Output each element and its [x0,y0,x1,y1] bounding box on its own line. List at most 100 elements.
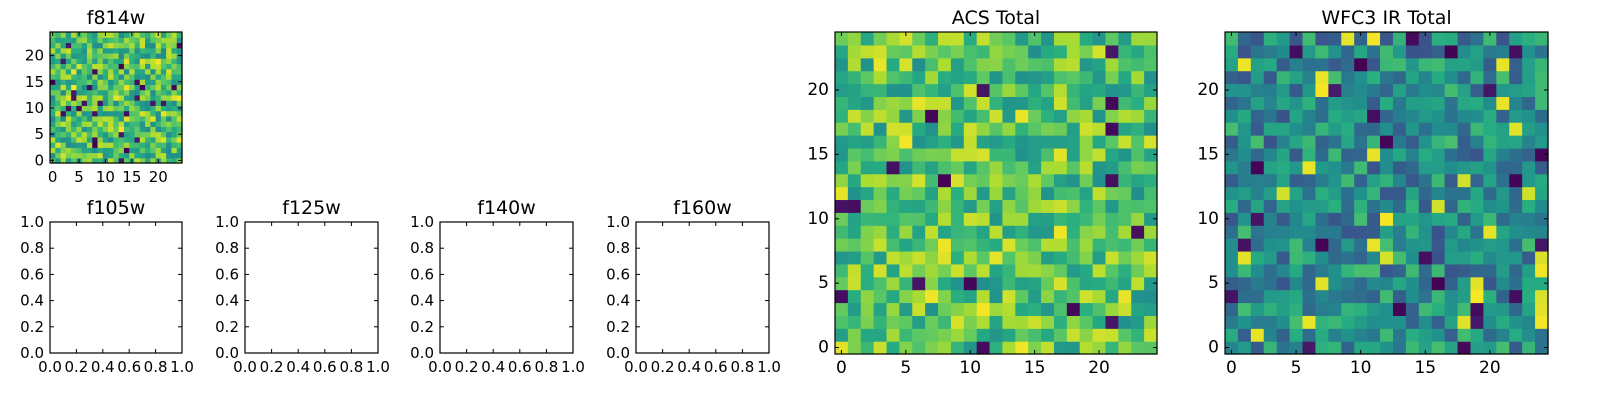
heatmap-cell [1392,147,1407,162]
heatmap-cell [65,52,72,59]
heatmap-cell [108,94,114,101]
heatmap-cell [1444,328,1459,342]
heatmap-cell [1535,96,1549,110]
heatmap-cell [963,44,978,59]
heatmap-cell [113,63,120,70]
heatmap-cell [847,147,862,162]
heatmap-cell [1131,57,1145,72]
heatmap-cell [113,52,120,59]
heatmap-cell [899,70,913,85]
heatmap-cell [150,115,157,122]
heatmap-cell [1470,173,1484,188]
heatmap-cell [886,147,900,162]
heatmap-cell [108,131,114,138]
heatmap-cell [963,160,978,175]
heatmap-cell [134,126,141,133]
heatmap-cell [150,100,157,106]
heatmap-cell [886,341,900,355]
heatmap-cell [860,238,875,252]
heatmap-cell [1302,32,1317,46]
heatmap-cell [886,276,900,291]
heatmap-cell [108,147,114,154]
heatmap-cell [123,131,130,138]
heatmap-cell [950,109,965,123]
heatmap-cell [1041,263,1055,278]
heatmap-cell [160,58,167,65]
heatmap-cell [1380,160,1394,175]
heatmap-cell [873,83,888,97]
heatmap-cell [1483,238,1497,252]
heatmap-cell [92,58,99,65]
heatmap-cell [113,37,120,44]
heatmap-cell [118,89,125,96]
heatmap-cells [1225,32,1549,355]
heatmap-cell [1144,147,1158,162]
heatmap-cell [950,135,965,149]
heatmap-cell [129,147,136,154]
heatmap-cell [76,152,83,159]
heatmap-cell [1367,238,1381,252]
heatmap-cell [1028,186,1042,201]
heatmap-cell [1354,341,1368,355]
heatmap-cell [1341,289,1355,304]
heatmap-cell [835,263,849,278]
heatmap-cell [1250,225,1265,239]
heatmap-cell [1354,57,1368,72]
heatmap-cell [1418,109,1433,123]
heatmap-cell [145,79,151,85]
heatmap-cell [899,173,913,188]
heatmap-cell [150,32,157,38]
heatmap-cell [1354,186,1368,201]
heatmap-cell [1041,173,1055,188]
heatmap-cell [1470,250,1484,265]
heatmap-cell [912,225,926,239]
heatmap-cell [160,94,167,101]
heatmap-cell [123,105,130,112]
heatmap-cell [1105,289,1119,304]
heatmap-cell [1015,238,1029,252]
heatmap-cell [1522,83,1536,97]
heatmap-cell [963,57,978,72]
heatmap-cell [86,121,93,127]
heatmap-cell [1079,315,1094,329]
heatmap-cell [1118,70,1132,85]
heatmap-cell [1535,238,1549,252]
x-tick-label: 15 [1024,358,1046,378]
heatmap-cell [1066,122,1081,136]
heatmap-cell [1002,44,1016,59]
heatmap-cell [1289,57,1304,72]
heatmap-cell [155,142,162,148]
heatmap-cell [1470,289,1484,304]
heatmap-cell [65,115,72,122]
heatmap-cell [1341,238,1355,252]
heatmap-cell [976,250,991,265]
heatmap-cell [102,115,109,122]
heatmap-cell [123,84,130,91]
heatmap-cell [97,100,104,106]
heatmap-cell [835,109,849,123]
heatmap-cell [1367,199,1381,213]
heatmap-cell [166,100,173,106]
heatmap-cell [1250,302,1265,316]
heatmap-cell [1392,263,1407,278]
heatmap-cell [938,83,952,97]
heatmap-cell [97,47,104,54]
heatmap-cell [134,136,141,143]
heatmap-cell [1535,328,1549,342]
heatmap-cell [1041,212,1055,226]
heatmap-cell [873,160,888,175]
heatmap-cell [139,32,146,38]
heatmap-cell [1483,276,1497,291]
heatmap-cell [1470,263,1484,278]
heatmap-cell [938,263,952,278]
heatmap-cell [139,89,146,96]
heatmap-cell [1002,57,1016,72]
heatmap-cell [912,160,926,175]
heatmap-cell [1079,173,1094,188]
heatmap-cell [60,126,67,133]
heatmap-cell [835,44,849,59]
heatmap-cell [108,89,114,96]
heatmap-cell [76,79,83,85]
heatmap-cell [97,105,104,112]
heatmap-cell [1053,276,1068,291]
